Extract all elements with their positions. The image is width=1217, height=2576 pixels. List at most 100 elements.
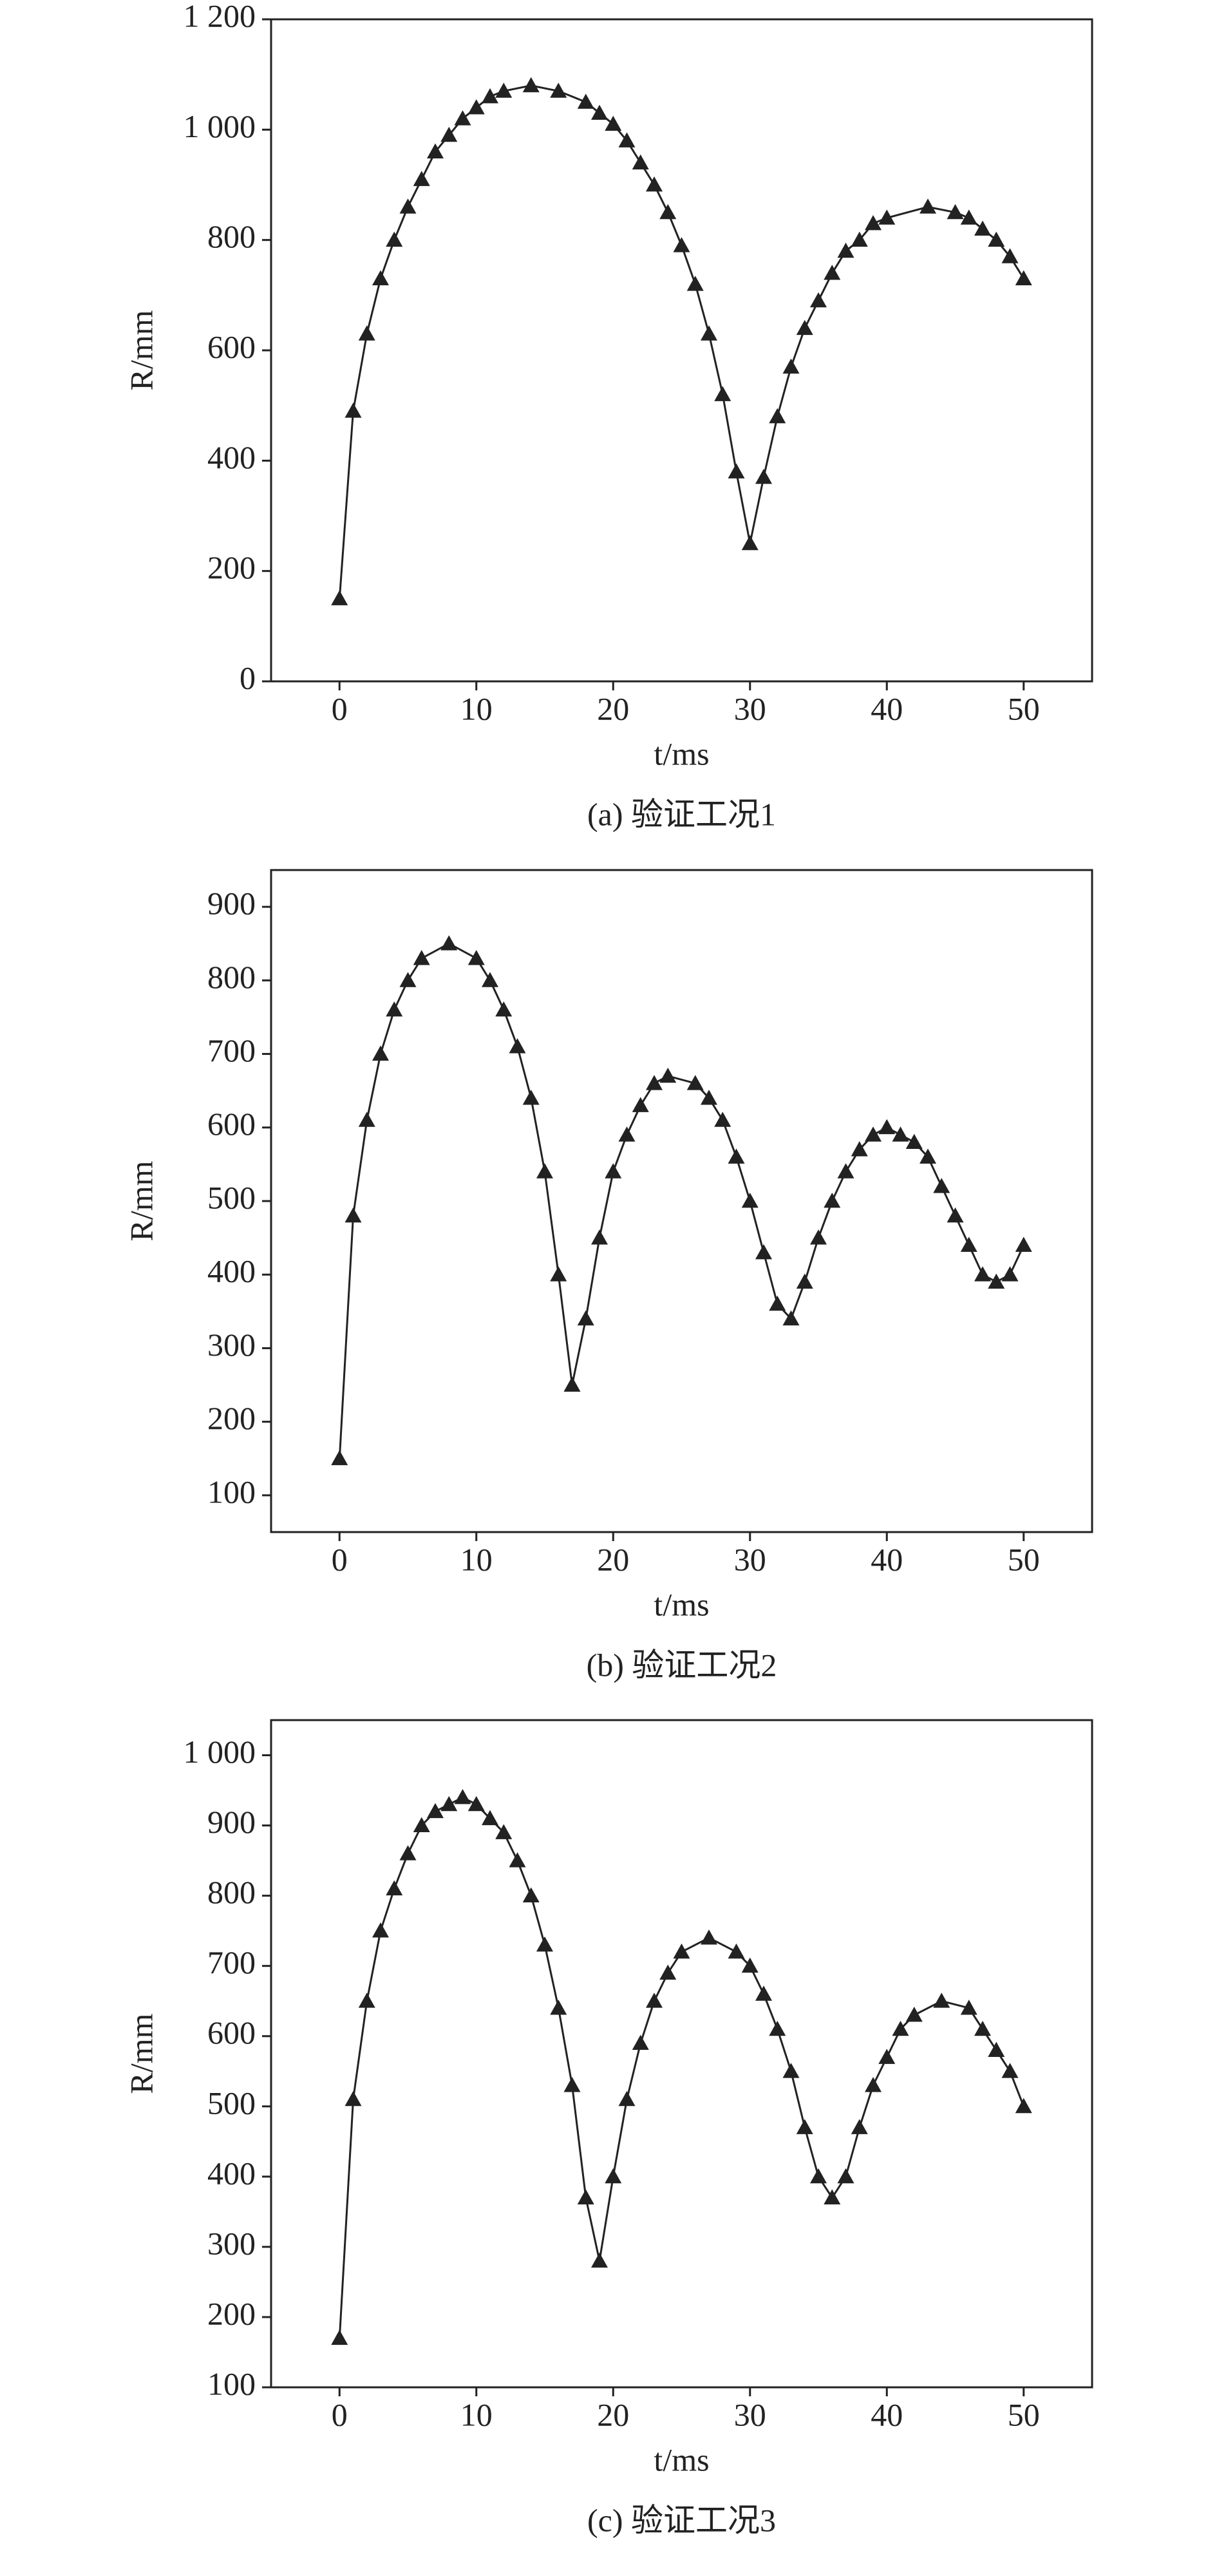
marker bbox=[632, 2034, 649, 2050]
marker bbox=[399, 198, 417, 214]
marker bbox=[550, 2000, 567, 2015]
y-tick-label: 800 bbox=[207, 1874, 256, 1910]
marker bbox=[701, 1090, 717, 1105]
x-tick-label: 50 bbox=[1008, 2396, 1040, 2432]
marker bbox=[960, 209, 977, 225]
marker bbox=[482, 88, 498, 104]
marker bbox=[358, 325, 375, 341]
y-tick-label: 600 bbox=[207, 328, 256, 365]
marker bbox=[536, 1163, 553, 1179]
y-tick-label: 700 bbox=[207, 1032, 256, 1068]
marker bbox=[399, 1845, 417, 1861]
y-tick-label: 0 bbox=[240, 659, 256, 696]
marker bbox=[646, 1993, 663, 2008]
marker bbox=[960, 1236, 977, 1252]
marker bbox=[605, 1163, 622, 1179]
marker bbox=[331, 1450, 348, 1466]
marker bbox=[591, 1229, 608, 1245]
marker bbox=[482, 1810, 498, 1826]
x-tick-label: 40 bbox=[871, 2396, 903, 2432]
marker bbox=[769, 408, 786, 424]
marker bbox=[618, 132, 636, 147]
line bbox=[338, 1796, 1025, 2338]
caption: (b) 验证工况2 bbox=[587, 1647, 777, 1683]
marker bbox=[741, 1193, 759, 1208]
marker bbox=[947, 204, 964, 220]
y-tick-label: 1 000 bbox=[184, 1734, 256, 1770]
y-tick-label: 1 000 bbox=[184, 108, 256, 144]
x-tick-label: 0 bbox=[332, 2396, 348, 2432]
marker bbox=[810, 1229, 827, 1245]
marker bbox=[632, 1097, 649, 1112]
marker bbox=[427, 1803, 444, 1819]
marker bbox=[522, 77, 540, 93]
marker bbox=[550, 1266, 567, 1282]
x-tick-label: 40 bbox=[871, 1541, 903, 1577]
marker bbox=[1001, 2063, 1019, 2078]
marker bbox=[920, 198, 936, 214]
marker bbox=[467, 1795, 485, 1812]
marker bbox=[605, 2168, 622, 2184]
marker bbox=[495, 1824, 513, 1839]
marker bbox=[344, 1207, 362, 1223]
caption: (a) 验证工况1 bbox=[587, 796, 776, 832]
marker bbox=[563, 1376, 581, 1392]
y-tick-label: 700 bbox=[207, 1944, 256, 1980]
y-tick-label: 600 bbox=[207, 1106, 256, 1142]
marker bbox=[386, 231, 403, 247]
x-axis-label: t/ms bbox=[654, 2441, 709, 2477]
marker bbox=[782, 2063, 800, 2078]
marker bbox=[413, 1817, 430, 1832]
marker bbox=[728, 1148, 745, 1164]
marker bbox=[550, 82, 567, 98]
marker bbox=[413, 950, 430, 965]
marker bbox=[796, 1273, 813, 1289]
y-tick-label: 400 bbox=[207, 439, 256, 475]
marker bbox=[851, 231, 868, 247]
marker bbox=[440, 126, 458, 142]
x-axis-label: t/ms bbox=[654, 1586, 709, 1622]
marker bbox=[960, 2000, 977, 2015]
marker bbox=[659, 1964, 677, 1980]
marker bbox=[1015, 270, 1032, 286]
marker bbox=[905, 1133, 923, 1150]
line bbox=[338, 942, 1025, 1459]
x-tick-label: 20 bbox=[597, 2396, 629, 2432]
line bbox=[338, 84, 1025, 599]
marker bbox=[974, 220, 991, 236]
marker bbox=[974, 2020, 991, 2036]
marker bbox=[659, 204, 677, 220]
marker bbox=[467, 99, 485, 115]
x-tick-label: 10 bbox=[460, 690, 493, 726]
marker bbox=[372, 1045, 389, 1061]
marker bbox=[686, 1075, 704, 1090]
x-tick-label: 20 bbox=[597, 1541, 629, 1577]
marker bbox=[413, 171, 430, 186]
marker bbox=[851, 1141, 868, 1157]
marker bbox=[454, 1788, 471, 1804]
marker bbox=[632, 154, 649, 170]
marker bbox=[495, 1001, 513, 1017]
marker bbox=[824, 1193, 841, 1208]
marker bbox=[714, 1112, 731, 1127]
marker bbox=[701, 325, 717, 341]
marker bbox=[796, 2119, 813, 2134]
marker bbox=[769, 2020, 786, 2036]
marker bbox=[837, 242, 854, 258]
marker bbox=[659, 1067, 677, 1083]
marker bbox=[358, 1112, 375, 1127]
marker bbox=[577, 93, 594, 109]
marker bbox=[386, 1001, 403, 1017]
marker bbox=[386, 1880, 403, 1896]
marker bbox=[974, 1266, 991, 1282]
y-tick-label: 900 bbox=[207, 886, 256, 922]
x-axis-label: t/ms bbox=[654, 735, 709, 772]
marker bbox=[701, 1929, 717, 1945]
marker bbox=[454, 110, 471, 126]
marker bbox=[618, 2090, 636, 2107]
marker bbox=[522, 1887, 540, 1903]
y-tick-label: 1 200 bbox=[184, 0, 256, 33]
y-tick-label: 500 bbox=[207, 2085, 256, 2121]
marker bbox=[331, 590, 348, 605]
